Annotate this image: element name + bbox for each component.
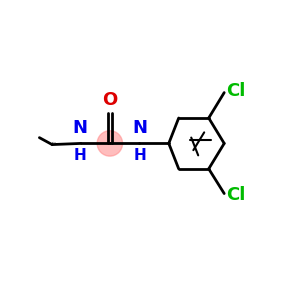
Circle shape <box>97 131 123 156</box>
Text: Cl: Cl <box>226 186 245 204</box>
Text: Cl: Cl <box>226 82 245 100</box>
Text: N: N <box>132 119 147 137</box>
Text: methyl: methyl <box>52 142 57 143</box>
Text: N: N <box>72 119 87 137</box>
Text: O: O <box>102 91 118 109</box>
Text: H: H <box>134 148 146 163</box>
Text: H: H <box>74 148 86 163</box>
